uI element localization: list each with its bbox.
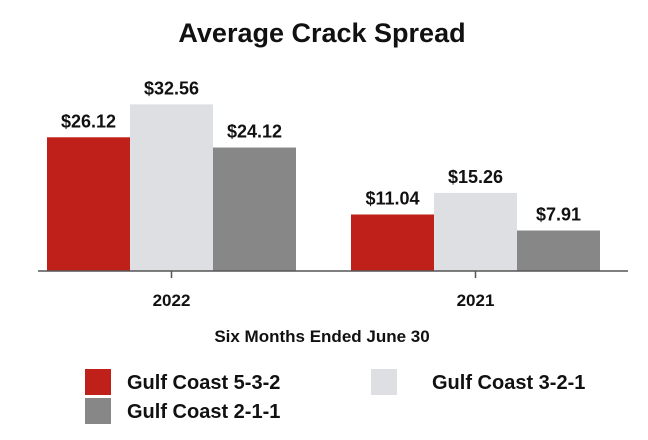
plot-area: $26.12 $32.56 $24.12 $11.04 $15.26 $7.91 [47,78,600,271]
bar-2022-series-3 [213,147,296,271]
legend-swatch-series-1 [85,369,111,395]
legend-label-series-1: Gulf Coast 5-3-2 [127,372,280,394]
data-label-2021-series-2: $15.26 [448,167,503,187]
data-label-2022-series-2: $32.56 [144,78,199,98]
bar-2022-series-2 [130,104,213,271]
x-axis-ticks: 2022 2021 [153,271,495,310]
data-label-2022-series-1: $26.12 [61,111,116,131]
data-label-2021-series-3: $7.91 [536,205,581,225]
bar-2021-series-1 [351,214,434,271]
bar-2021-series-2 [434,192,517,271]
chart-title: Average Crack Spread [178,18,465,48]
legend-swatch-series-2 [371,369,397,395]
x-axis-label: Six Months Ended June 30 [214,327,429,346]
data-label-2022-series-3: $24.12 [227,122,282,142]
x-tick-label-2022: 2022 [153,291,191,310]
bar-2021-series-3 [517,230,600,271]
data-label-2021-series-1: $11.04 [365,188,419,208]
x-tick-label-2021: 2021 [457,291,495,310]
bar-2022-series-1 [47,137,130,271]
legend-swatch-series-3 [85,398,111,424]
legend-label-series-2: Gulf Coast 3-2-1 [432,372,585,394]
legend-label-series-3: Gulf Coast 2-1-1 [127,401,280,423]
legend: Gulf Coast 5-3-2 Gulf Coast 3-2-1 Gulf Coa… [85,369,585,424]
